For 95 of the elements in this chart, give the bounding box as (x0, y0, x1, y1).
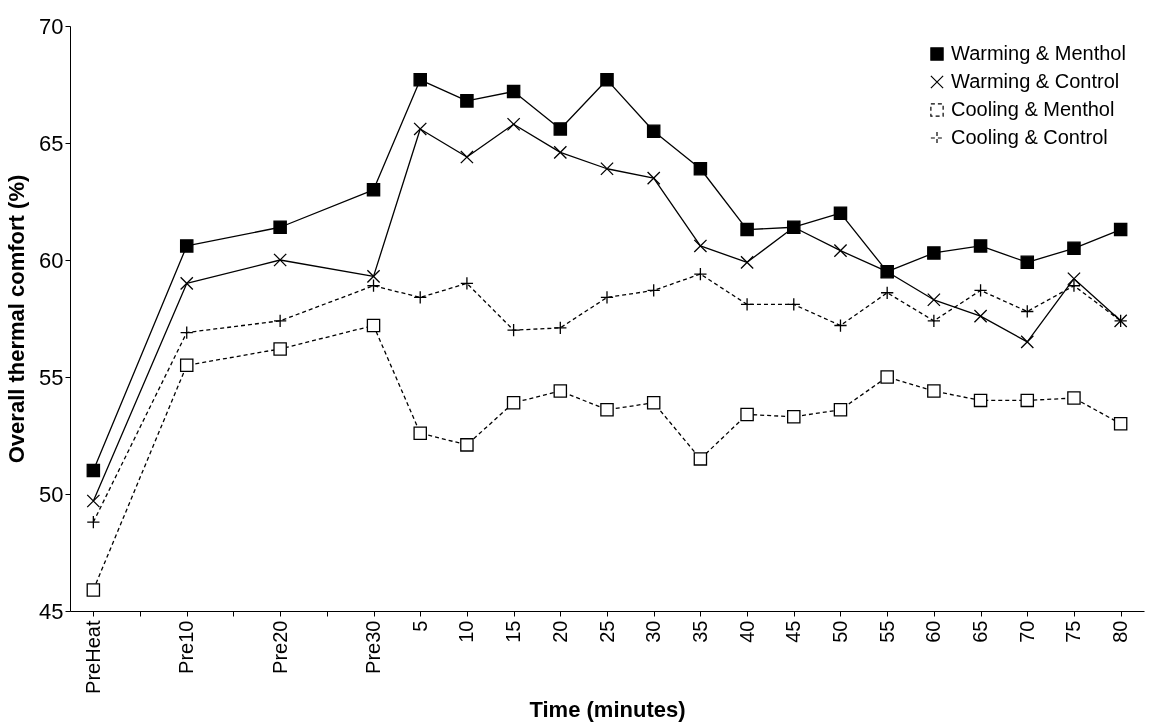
point (740, 222, 754, 237)
point (927, 384, 941, 398)
point (506, 395, 521, 410)
point (460, 276, 474, 291)
x-tick-label: 55 (875, 620, 898, 643)
point (646, 395, 661, 410)
point (693, 161, 708, 176)
legend-label: Cooling & Menthol (951, 98, 1115, 120)
point (273, 253, 287, 267)
x-tick-label: 15 (502, 620, 525, 643)
legend-label: Cooling & Control (951, 126, 1108, 148)
point (600, 161, 614, 176)
x-tick-label: 60 (922, 620, 945, 643)
point (600, 402, 614, 417)
point (880, 370, 894, 384)
point (1067, 271, 1081, 286)
point (1020, 393, 1035, 408)
point (787, 410, 801, 424)
point (600, 290, 614, 305)
point (740, 255, 754, 270)
y-tick-label: 50 (39, 481, 64, 507)
x-tick-label: 75 (1062, 620, 1085, 643)
x-tick-label: 10 (455, 620, 478, 643)
x-tick-label: PreHeat (81, 620, 104, 694)
point (833, 318, 848, 333)
x-tick-label: 20 (548, 620, 571, 643)
point (1067, 391, 1081, 405)
point (740, 407, 754, 422)
point (973, 393, 988, 408)
point (86, 463, 101, 478)
point (413, 426, 427, 440)
x-tick-label: Pre10 (175, 620, 198, 674)
point (693, 267, 708, 281)
point (973, 283, 988, 298)
point (1020, 255, 1035, 270)
point (1020, 304, 1035, 319)
point (927, 293, 941, 307)
point (460, 438, 474, 452)
x-tick-label: 40 (735, 620, 758, 643)
x-tick-label: Pre20 (268, 620, 291, 674)
point (833, 206, 848, 220)
x-tick-label: Pre30 (362, 620, 385, 674)
point (273, 342, 287, 356)
point (460, 150, 474, 164)
legend-label: Warming & Control (951, 70, 1120, 92)
x-tick-label: 35 (688, 620, 711, 643)
x-tick-label: 30 (642, 620, 665, 643)
point (273, 220, 287, 235)
point (1113, 417, 1128, 431)
point (973, 239, 988, 253)
point (366, 183, 381, 197)
point (600, 73, 614, 87)
y-tick-label: 65 (39, 130, 64, 156)
point (506, 117, 521, 132)
x-tick-label: 45 (782, 620, 805, 643)
point (179, 239, 194, 253)
point (973, 309, 988, 323)
point (460, 94, 474, 108)
point (927, 246, 941, 260)
point (413, 73, 427, 87)
point (366, 278, 381, 293)
point (366, 318, 381, 333)
point (1113, 222, 1128, 237)
point (693, 239, 708, 253)
point (646, 124, 661, 139)
point (1067, 241, 1081, 256)
x-tick-label: 80 (1109, 620, 1132, 643)
point (693, 452, 708, 466)
point (553, 122, 568, 136)
y-axis-title: Overall thermal comfort (%) (4, 174, 30, 464)
y-tick-label: 60 (39, 247, 64, 273)
legend-label: Warming & Menthol (951, 42, 1126, 64)
point (413, 122, 427, 136)
x-tick-label: 50 (828, 620, 851, 643)
point (833, 402, 848, 417)
y-tick-label: 55 (39, 364, 64, 390)
point (179, 276, 194, 291)
y-tick-label: 45 (39, 598, 64, 624)
point (366, 269, 381, 284)
point (506, 323, 521, 337)
point (1020, 335, 1035, 349)
x-tick-label: 65 (969, 620, 992, 643)
point (646, 171, 661, 185)
x-tick-label: 5 (408, 620, 431, 632)
point (553, 145, 568, 160)
x-tick-label: 25 (595, 620, 618, 643)
point (86, 494, 101, 508)
x-axis-title: Time (minutes) (529, 696, 686, 722)
x-tick-label: 70 (1015, 620, 1038, 643)
point (553, 384, 568, 398)
point (833, 243, 848, 258)
point (179, 358, 194, 373)
point (506, 84, 521, 99)
y-tick-label: 70 (39, 13, 64, 39)
point (86, 583, 101, 597)
